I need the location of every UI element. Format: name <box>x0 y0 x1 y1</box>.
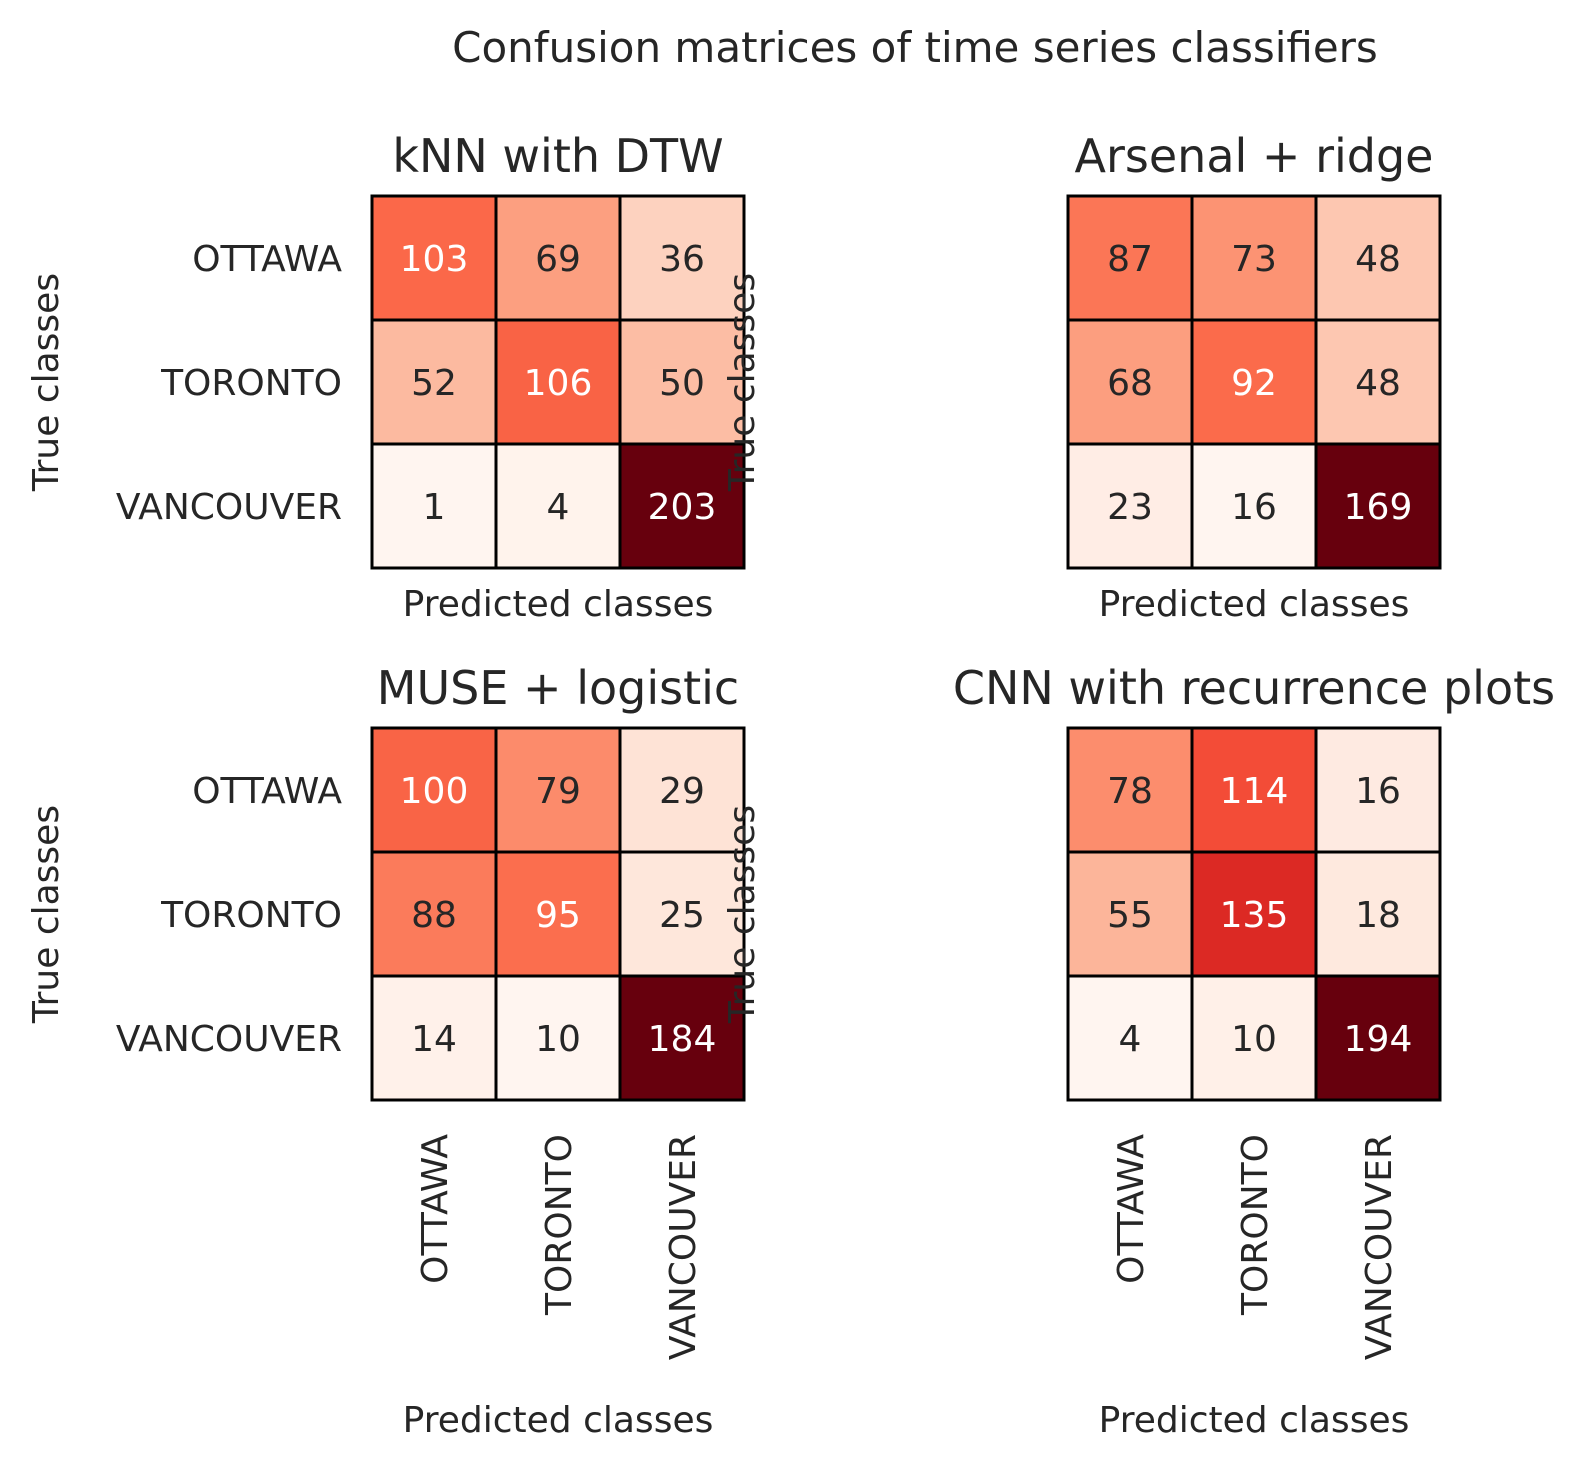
cell-value: 48 <box>1355 363 1401 404</box>
cell-value: 194 <box>1344 1019 1413 1060</box>
heatmap-cell <box>618 318 746 446</box>
y-axis-label: True classes <box>26 273 67 492</box>
cell-value: 1 <box>423 487 446 528</box>
heatmap-border <box>371 195 745 569</box>
row-tick-label: OTTAWA <box>192 239 342 280</box>
x-axis-label: Predicted classes <box>403 1400 714 1441</box>
cell-value: 69 <box>535 239 581 280</box>
cell-value: 135 <box>1220 895 1289 936</box>
cell-value: 29 <box>659 771 705 812</box>
cell-value: 100 <box>400 771 469 812</box>
heatmap-cell <box>494 194 622 322</box>
col-tick-label: VANCOUVER <box>663 1134 704 1360</box>
cell-value: 92 <box>1231 363 1277 404</box>
panel-title: MUSE + logistic <box>377 661 739 715</box>
heatmap-cell <box>1314 194 1442 322</box>
cell-value: 16 <box>1231 487 1277 528</box>
heatmap-cell <box>370 850 498 978</box>
col-tick-label: TORONTO <box>539 1134 580 1316</box>
heatmap-cell <box>1066 726 1194 854</box>
heatmap-panel-3: MUSE + logistic 100 79 29 88 95 25 14 10 184 OTTAW… <box>26 661 746 1441</box>
cell-value: 103 <box>400 239 469 280</box>
cell-value: 10 <box>535 1019 581 1060</box>
cell-value: 16 <box>1355 771 1401 812</box>
cell-value: 10 <box>1231 1019 1277 1060</box>
heatmap-cell <box>1066 442 1194 570</box>
cell-value: 14 <box>411 1019 457 1060</box>
cell-value: 23 <box>1107 487 1153 528</box>
heatmap-panel-2: Arsenal + ridge 87 73 48 68 92 48 23 16 169 Predic… <box>722 129 1442 625</box>
cell-value: 169 <box>1344 487 1413 528</box>
y-axis-label: True classes <box>722 805 763 1024</box>
cell-value: 48 <box>1355 239 1401 280</box>
cell-value: 87 <box>1107 239 1153 280</box>
panel-title: Arsenal + ridge <box>1075 129 1434 183</box>
row-tick-label: TORONTO <box>160 895 342 936</box>
cell-value: 114 <box>1220 771 1289 812</box>
heatmap-cell <box>1190 442 1318 570</box>
heatmap-border <box>1067 195 1441 569</box>
cell-value: 4 <box>547 487 570 528</box>
col-tick-label: VANCOUVER <box>1359 1134 1400 1360</box>
heatmap-cell <box>618 850 746 978</box>
row-tick-label: VANCOUVER <box>116 487 342 528</box>
y-axis-label: True classes <box>26 805 67 1024</box>
cell-value: 184 <box>648 1019 717 1060</box>
heatmap-cell <box>1190 318 1318 446</box>
heatmap-border <box>371 727 745 1101</box>
heatmap-cell <box>1190 194 1318 322</box>
heatmap-cell <box>1190 974 1318 1102</box>
col-tick-label: OTTAWA <box>1111 1134 1152 1284</box>
cell-value: 106 <box>524 363 593 404</box>
x-axis-label: Predicted classes <box>403 584 714 625</box>
cell-value: 203 <box>648 487 717 528</box>
cell-value: 36 <box>659 239 705 280</box>
heatmap-cell <box>494 442 622 570</box>
cell-value: 50 <box>659 363 705 404</box>
col-tick-label: OTTAWA <box>415 1134 456 1284</box>
cell-value: 4 <box>1119 1019 1142 1060</box>
cell-value: 78 <box>1107 771 1153 812</box>
cell-value: 73 <box>1231 239 1277 280</box>
cell-value: 55 <box>1107 895 1153 936</box>
panel-title: kNN with DTW <box>392 129 723 183</box>
cell-value: 88 <box>411 895 457 936</box>
heatmap-cell <box>1066 974 1194 1102</box>
cell-value: 18 <box>1355 895 1401 936</box>
cell-value: 79 <box>535 771 581 812</box>
cell-value: 52 <box>411 363 457 404</box>
cell-value: 68 <box>1107 363 1153 404</box>
x-axis-label: Predicted classes <box>1099 1400 1410 1441</box>
heatmap-cell <box>1314 318 1442 446</box>
cell-value: 25 <box>659 895 705 936</box>
panel-title: CNN with recurrence plots <box>953 661 1555 715</box>
heatmap-border <box>1067 727 1441 1101</box>
col-tick-label: TORONTO <box>1235 1134 1276 1316</box>
cell-value: 95 <box>535 895 581 936</box>
row-tick-label: OTTAWA <box>192 771 342 812</box>
row-tick-label: TORONTO <box>160 363 342 404</box>
heatmap-panel-4: CNN with recurrence plots 78 114 16 55 135 18 4… <box>722 661 1555 1441</box>
x-axis-label: Predicted classes <box>1099 584 1410 625</box>
y-axis-label: True classes <box>722 273 763 492</box>
figure-suptitle: Confusion matrices of time series classi… <box>452 23 1378 72</box>
row-tick-label: VANCOUVER <box>116 1019 342 1060</box>
heatmap-panel-1: kNN with DTW 103 69 36 52 106 50 1 4 203 OTTAWA TOR… <box>26 129 746 625</box>
